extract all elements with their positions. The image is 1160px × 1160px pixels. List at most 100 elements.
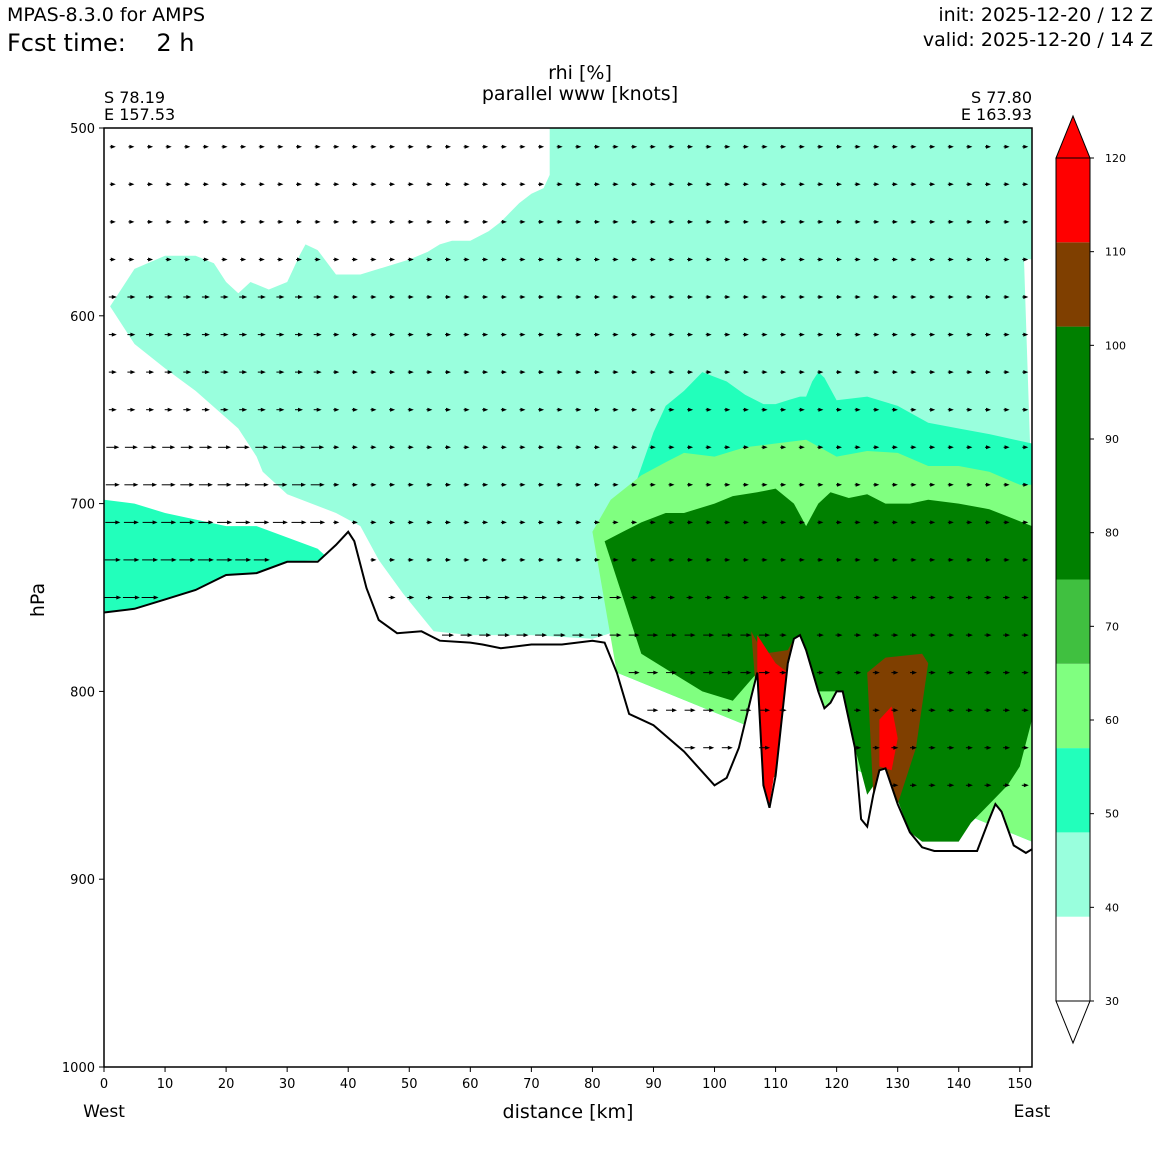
wind-arrow-head <box>297 144 302 149</box>
wind-arrow-head <box>706 557 712 562</box>
wind-arrow-head <box>911 144 917 149</box>
wind-arrow-head <box>595 557 600 562</box>
wind-arrow-head <box>300 445 306 450</box>
wind-arrow-head <box>334 182 340 187</box>
wind-arrow-head <box>892 370 898 375</box>
wind-arrow-head <box>504 595 510 600</box>
wind-arrow-head <box>390 370 396 375</box>
y-tick-label: 1000 <box>62 1061 95 1076</box>
wind-arrow-head <box>613 295 619 299</box>
wind-arrow-head <box>765 708 771 713</box>
wind-arrow-head <box>650 407 656 412</box>
wind-arrow-head <box>557 257 563 262</box>
wind-arrow-head <box>632 182 638 187</box>
wind-arrow-head <box>743 295 749 299</box>
wind-arrow-head <box>203 219 209 224</box>
wind-arrow-head <box>449 633 454 638</box>
start-lat: S 78.19 <box>104 88 165 107</box>
wind-arrow-head <box>874 370 880 375</box>
wind-arrow-head <box>557 445 563 450</box>
wind-arrow-head <box>595 295 600 299</box>
valid-time: valid: 2025-12-20 / 14 Z <box>922 29 1153 51</box>
wind-arrow-head <box>241 182 247 187</box>
wind-arrow-head <box>464 219 470 224</box>
wind-arrow-head <box>501 370 507 375</box>
wind-arrow-head <box>818 407 824 412</box>
wind-arrow-head <box>464 407 470 412</box>
wind-arrow-head <box>949 708 955 713</box>
wind-arrow-head <box>781 482 787 487</box>
wind-arrow-head <box>650 332 656 337</box>
wind-arrow-head <box>334 332 340 337</box>
wind-arrow-head <box>1004 219 1010 224</box>
wind-arrow-head <box>706 295 712 299</box>
wind-arrow-head <box>650 295 656 299</box>
wind-arrow-head <box>110 219 116 224</box>
wind-arrow-head <box>727 745 733 750</box>
wind-arrow-head <box>762 557 768 562</box>
wind-arrow-head <box>948 445 954 450</box>
wind-arrow-head <box>166 257 172 262</box>
wind-arrow-head <box>1004 407 1010 412</box>
wind-arrow-head <box>501 445 507 450</box>
wind-arrow-head <box>725 445 731 450</box>
wind-arrow-head <box>690 745 696 750</box>
wind-arrow-head <box>110 144 116 149</box>
x-tick-label: 10 <box>157 1077 174 1092</box>
colorbar-tick-label: 100 <box>1105 339 1126 352</box>
wind-arrow-head <box>650 557 656 562</box>
wind-arrow-head <box>912 595 917 600</box>
wind-arrow-head <box>709 745 715 750</box>
wind-arrow-head <box>874 745 880 750</box>
wind-arrow-head <box>167 295 173 299</box>
wind-arrow-head <box>781 257 787 262</box>
wind-arrow-head <box>874 295 880 299</box>
wind-arrow-head <box>725 295 731 299</box>
wind-arrow-head <box>539 445 545 450</box>
wind-arrow-head <box>613 257 619 262</box>
wind-arrow-head <box>632 482 638 487</box>
wind-arrow-head <box>259 257 265 262</box>
wind-arrow-head <box>911 219 917 224</box>
wind-arrow-head <box>781 295 787 299</box>
wind-arrow-head <box>800 595 806 600</box>
wind-arrow-head <box>669 520 675 525</box>
wind-arrow-head <box>725 520 731 525</box>
wind-arrow-head <box>242 332 248 337</box>
wind-arrow-head <box>1005 783 1011 788</box>
wind-arrow-head <box>911 407 917 412</box>
colorbar-band-6 <box>1056 242 1090 327</box>
wind-arrow-head <box>334 482 340 487</box>
wind-arrow-head <box>912 745 917 750</box>
wind-arrow-head <box>930 219 936 224</box>
wind-arrow-head <box>501 482 507 487</box>
wind-arrow-head <box>595 332 600 337</box>
wind-arrow-head <box>520 257 526 262</box>
forecast-time: Fcst time: 2 h <box>7 29 194 57</box>
wind-arrow-head <box>762 332 768 337</box>
wind-arrow-head <box>799 182 805 187</box>
wind-arrow-head <box>986 670 992 675</box>
wind-arrow-head <box>352 295 358 299</box>
wind-arrow-head <box>725 557 731 562</box>
wind-arrow-head <box>244 445 250 450</box>
wind-arrow-head <box>501 295 507 299</box>
wind-arrow-head <box>186 370 192 375</box>
wind-arrow-head <box>743 370 749 375</box>
wind-arrow-head <box>129 219 135 224</box>
wind-arrow-head <box>967 182 973 187</box>
wind-arrow-head <box>523 633 529 638</box>
wind-arrow-head <box>893 708 899 713</box>
wind-arrow-head <box>408 407 414 412</box>
wind-arrow-head <box>1004 445 1010 450</box>
wind-arrow-head <box>892 182 898 187</box>
wind-arrow-head <box>799 407 805 412</box>
wind-arrow-head <box>949 783 955 788</box>
rhi-region-8 <box>879 706 898 771</box>
wind-arrow-head <box>706 482 712 487</box>
x-tick-label: 140 <box>946 1077 971 1092</box>
wind-arrow-head <box>408 520 414 525</box>
wind-arrow-head <box>501 219 507 224</box>
wind-arrow-head <box>725 595 731 600</box>
wind-arrow-head <box>278 219 284 224</box>
